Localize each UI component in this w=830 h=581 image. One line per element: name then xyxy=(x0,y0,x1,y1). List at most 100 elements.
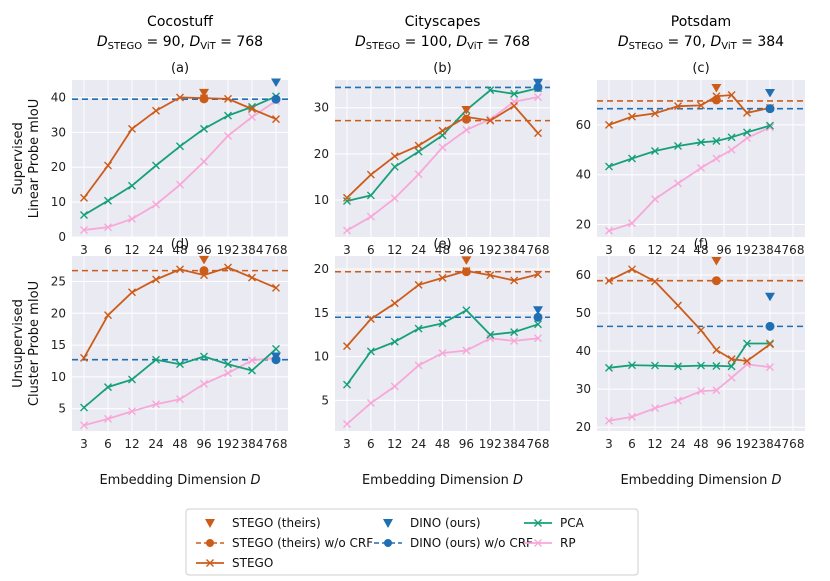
point-rp xyxy=(200,379,208,388)
dino-theirs-marker xyxy=(533,78,543,88)
point-rp xyxy=(534,93,542,102)
point-rp xyxy=(104,223,112,232)
point-stego xyxy=(343,193,351,202)
point-pca xyxy=(272,344,280,353)
point-rp xyxy=(712,154,721,163)
point-pca xyxy=(390,162,399,171)
stego-theirs-marker xyxy=(461,106,472,115)
point-rp xyxy=(462,346,471,355)
row-label: Unsupervised Cluster Probe mIoU xyxy=(11,281,42,406)
column-title-dims: DSTEGO = 100, DViT = 768 xyxy=(355,34,530,52)
row-label-line1: Unsupervised xyxy=(11,299,26,388)
point-pca xyxy=(674,142,682,151)
x-tick-label: 48 xyxy=(693,243,708,257)
x-tick-label: 24 xyxy=(411,437,426,451)
legend-dot-marker xyxy=(206,539,214,547)
x-tick-label: 24 xyxy=(670,243,685,257)
point-stego xyxy=(343,342,351,351)
x-tick-label: 192 xyxy=(479,243,502,257)
point-stego xyxy=(414,280,423,289)
x-tick-label: 48 xyxy=(693,437,708,451)
x-tick-label: 96 xyxy=(459,243,474,257)
stego-theirs-marker xyxy=(199,88,209,98)
point-stego xyxy=(766,340,774,349)
y-tick-label: 20 xyxy=(576,420,591,434)
point-pca xyxy=(343,196,351,205)
point-stego xyxy=(272,283,280,292)
point-pca xyxy=(486,86,495,95)
panel-letter: (d) xyxy=(171,237,189,252)
point-stego xyxy=(628,265,636,274)
row-label-line1: Supervised xyxy=(11,122,26,194)
x-tick-label: 192 xyxy=(217,243,240,257)
x-tick-label: 12 xyxy=(387,243,402,257)
point-rp xyxy=(766,363,774,372)
point-pca xyxy=(727,133,736,142)
point-stego xyxy=(534,129,542,138)
x-tick-label: 3 xyxy=(80,437,88,451)
x-tick-label: 24 xyxy=(411,243,426,257)
stego-wo-crf-point xyxy=(461,267,471,277)
point-pca xyxy=(605,363,613,372)
legend-item: DINO (ours) xyxy=(383,516,481,530)
row-labels: Supervised Linear Probe mIoU Unsupervised C… xyxy=(11,99,42,406)
legend-cross-marker xyxy=(534,519,542,527)
legend-item: DINO (ours) w/o CRF xyxy=(374,536,533,550)
point-pca xyxy=(176,360,184,369)
legend-label: STEGO xyxy=(232,556,273,570)
point-rp xyxy=(628,412,636,421)
y-tick-label: 25 xyxy=(51,274,66,288)
x-tick-label: 192 xyxy=(217,437,240,451)
y-tick-label: 20 xyxy=(314,262,329,276)
point-stego xyxy=(743,108,751,117)
point-rp xyxy=(152,400,160,409)
point-rp xyxy=(651,404,659,413)
x-tick-label: 12 xyxy=(124,437,139,451)
y-tick-label: 15 xyxy=(51,338,66,352)
x-tick-label: 3 xyxy=(343,243,351,257)
legend-label: RP xyxy=(560,536,576,550)
point-pca xyxy=(743,339,751,348)
point-pca xyxy=(104,383,112,392)
point-pca xyxy=(224,111,232,120)
x-tick-label: 12 xyxy=(647,243,662,257)
y-tick-label: 5 xyxy=(321,393,329,407)
legend-item: STEGO xyxy=(196,556,273,570)
point-rp xyxy=(366,399,375,407)
point-rp xyxy=(674,396,682,405)
point-rp xyxy=(176,180,184,189)
x-tick-label: 384 xyxy=(241,437,264,451)
point-pca xyxy=(80,211,88,220)
point-stego xyxy=(510,276,519,285)
x-tick-label: 48 xyxy=(435,243,450,257)
point-pca xyxy=(224,360,232,369)
legend-label: STEGO (theirs) xyxy=(232,516,321,530)
point-pca xyxy=(414,324,423,333)
point-pca xyxy=(534,320,542,329)
stego-theirs-marker xyxy=(199,255,209,265)
stego-wo-crf-point xyxy=(199,94,209,104)
dino-wo-crf-point xyxy=(765,104,775,114)
point-pca xyxy=(712,137,721,146)
point-pca xyxy=(766,121,774,130)
point-stego xyxy=(366,315,375,323)
point-stego xyxy=(272,115,280,124)
y-tick-label: 10 xyxy=(51,195,66,209)
point-stego xyxy=(224,94,232,103)
point-rp xyxy=(743,360,751,369)
point-rp xyxy=(390,194,399,203)
point-pca xyxy=(628,154,636,163)
x-tick-label: 384 xyxy=(759,437,782,451)
point-pca xyxy=(462,306,471,315)
point-pca xyxy=(104,196,112,205)
dino-wo-crf-point xyxy=(533,312,543,322)
y-tick-label: 20 xyxy=(51,306,66,320)
dino-theirs-marker xyxy=(533,306,543,315)
point-pca xyxy=(510,89,519,98)
point-rp xyxy=(712,386,721,395)
y-tick-label: 20 xyxy=(51,160,66,174)
point-pca xyxy=(651,361,659,370)
point-stego xyxy=(176,93,184,102)
point-rp xyxy=(462,125,471,134)
